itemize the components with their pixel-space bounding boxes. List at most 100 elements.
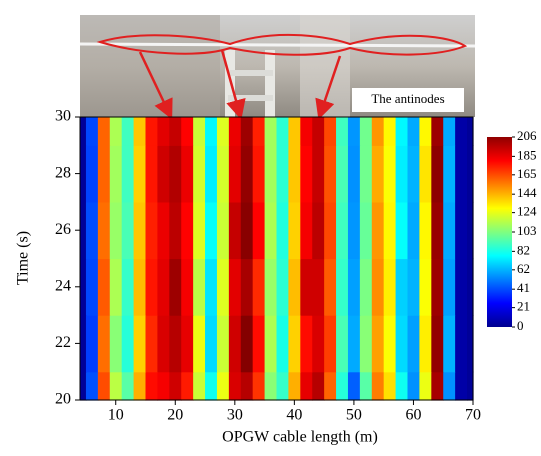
heat-cell (300, 315, 313, 373)
heat-cell (109, 371, 123, 401)
heat-cell (324, 145, 337, 203)
heat-cell (383, 201, 397, 260)
heat-cell (85, 201, 99, 260)
heat-cell (264, 371, 278, 401)
heat-cell (455, 145, 468, 203)
heat-cell (264, 258, 278, 316)
heat-cell (169, 117, 182, 146)
heat-cell (467, 145, 474, 203)
heat-cell (193, 258, 206, 316)
heat-cell (228, 258, 242, 316)
x-tick-label: 70 (465, 407, 481, 424)
x-tick-label: 50 (346, 407, 362, 424)
heat-cell (395, 117, 409, 146)
heat-cell (97, 258, 111, 316)
heat-cell (300, 145, 313, 203)
heat-cell (193, 145, 206, 203)
heat-cell (121, 117, 135, 146)
heat-cell (133, 201, 147, 260)
heat-cell (443, 145, 456, 203)
heat-cell (371, 201, 385, 260)
y-tick-label: 28 (55, 164, 71, 181)
heat-cell (431, 201, 444, 260)
x-tick-label: 40 (286, 407, 302, 424)
heat-cell (276, 201, 290, 260)
heat-cell (252, 145, 266, 203)
heat-cell (359, 145, 373, 203)
heat-cell (216, 117, 230, 146)
heat-cell (419, 315, 432, 373)
heat-cell (240, 117, 254, 146)
heat-cell (324, 117, 337, 146)
colorbar-tick-label: 165 (517, 166, 537, 181)
heat-cell (383, 145, 397, 203)
heat-cell (347, 258, 361, 316)
heat-cell (347, 145, 361, 203)
heat-cell (157, 201, 170, 260)
heat-cell (133, 258, 147, 316)
x-tick-label: 20 (167, 407, 183, 424)
heat-cell (359, 315, 373, 373)
photo: The antinodes (79, 15, 476, 120)
heat-cell (145, 258, 159, 316)
heat-cell (371, 371, 385, 401)
heat-cell (336, 315, 349, 373)
heat-cell (347, 371, 361, 401)
heat-cell (85, 258, 99, 316)
colorbar-tick-label: 41 (517, 280, 530, 295)
heat-cell (407, 315, 421, 373)
heat-cell (443, 258, 456, 316)
heat-cell (240, 145, 254, 203)
heat-cell (181, 201, 194, 260)
heat-cell (312, 145, 325, 203)
heat-cell (300, 258, 313, 316)
heat-cell (288, 117, 301, 146)
heat-cell (395, 315, 409, 373)
heat-cell (133, 117, 147, 146)
heat-cell (359, 201, 373, 260)
heat-cell (193, 371, 206, 401)
heat-cell (336, 258, 349, 316)
heat-cell (419, 258, 432, 316)
heat-cell (193, 201, 206, 260)
heat-cell (97, 117, 111, 146)
heat-cell (288, 258, 301, 316)
x-axis-label: OPGW cable length (m) (222, 429, 378, 446)
heat-cell (181, 371, 194, 401)
heat-cell (300, 117, 313, 146)
heat-cell (169, 201, 182, 260)
heat-cell (145, 315, 159, 373)
heat-cell (324, 201, 337, 260)
heat-cell (193, 117, 206, 146)
heat-cell (455, 201, 468, 260)
y-tick-label: 20 (55, 391, 71, 408)
x-tick-label: 10 (108, 407, 124, 424)
heat-cell (288, 145, 301, 203)
heat-cell (347, 201, 361, 260)
heat-cell (252, 315, 266, 373)
y-tick-label: 22 (55, 334, 71, 351)
colorbar-tick-label: 21 (517, 299, 530, 314)
heat-cell (419, 145, 432, 203)
heat-cell (181, 258, 194, 316)
heat-cell (431, 145, 444, 203)
colorbar-tick-label: 206 (517, 128, 537, 143)
heat-cell (467, 117, 474, 146)
heat-cell (109, 201, 123, 260)
heat-cell (133, 371, 147, 401)
heat-cell (80, 117, 87, 146)
heat-cell (407, 145, 421, 203)
heat-cell (300, 371, 313, 401)
heatmap (80, 117, 474, 401)
heat-cell (443, 371, 456, 401)
heat-cell (371, 258, 385, 316)
heat-cell (276, 117, 290, 146)
heat-cell (97, 201, 111, 260)
heat-cell (288, 371, 301, 401)
heat-cell (443, 117, 456, 146)
heat-cell (467, 371, 474, 401)
heat-cell (216, 315, 230, 373)
heat-cell (145, 145, 159, 203)
heat-cell (85, 371, 99, 401)
heat-cell (467, 258, 474, 316)
